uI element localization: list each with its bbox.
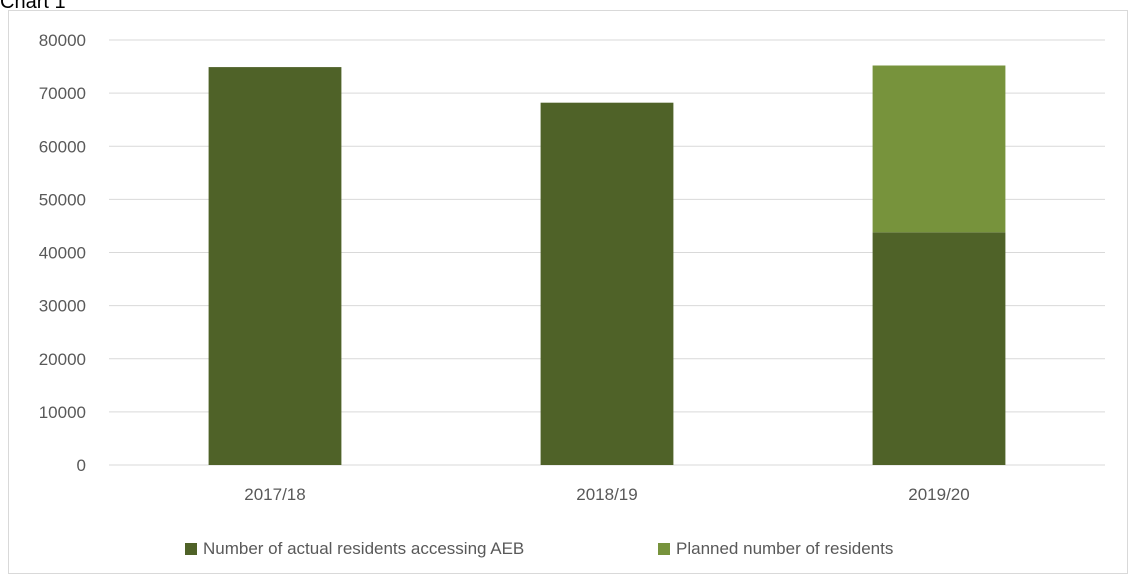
chart-area xyxy=(8,10,1128,574)
y-tick-label: 40000 xyxy=(39,244,86,263)
y-tick-label: 20000 xyxy=(39,350,86,369)
y-tick-label: 60000 xyxy=(39,137,86,156)
y-tick-label: 0 xyxy=(77,456,86,475)
bar-planned xyxy=(872,65,1006,233)
legend-swatch-planned xyxy=(658,543,670,555)
x-tick-label: 2019/20 xyxy=(908,485,969,504)
y-tick-label: 30000 xyxy=(39,297,86,316)
y-tick-label: 70000 xyxy=(39,84,86,103)
y-tick-label: 50000 xyxy=(39,190,86,209)
bar-actual xyxy=(208,67,342,465)
y-tick-label: 80000 xyxy=(39,31,86,50)
bar-actual xyxy=(872,232,1006,465)
legend-label-actual: Number of actual residents accessing AEB xyxy=(203,539,524,558)
chart-heading: Chart 1 xyxy=(0,0,66,13)
legend-swatch-actual xyxy=(185,543,197,555)
x-tick-label: 2018/19 xyxy=(576,485,637,504)
y-tick-label: 10000 xyxy=(39,403,86,422)
legend-label-planned: Planned number of residents xyxy=(676,539,893,558)
x-tick-label: 2017/18 xyxy=(244,485,305,504)
bar-actual xyxy=(540,102,674,465)
